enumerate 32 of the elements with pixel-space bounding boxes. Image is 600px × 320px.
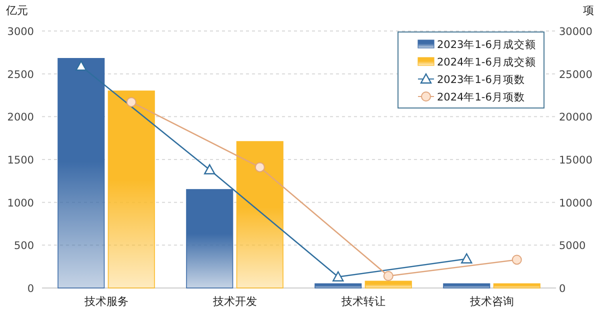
x-tick-label: 技术转让 [340, 295, 386, 308]
bar [314, 283, 362, 288]
y-tick-label: 1500 [7, 154, 34, 166]
bar [493, 283, 540, 288]
y-tick-label: 500 [14, 240, 34, 252]
bar [108, 90, 155, 288]
y-tick-label: 1000 [7, 197, 34, 210]
y2-tick-label: 0 [559, 283, 566, 295]
y-tick-label: 3000 [7, 26, 34, 38]
bar [236, 141, 284, 288]
bar [364, 280, 412, 288]
y2-tick-label: 20000 [559, 112, 592, 124]
legend-label: 2023年1-6月成交额 [437, 38, 536, 51]
y-tick-label: 2500 [7, 68, 34, 81]
x-tick-label: 技术服务 [83, 295, 128, 308]
bar [58, 58, 105, 288]
y2-axis-title: 项 [583, 4, 594, 17]
legend-label: 2023年1-6月项数 [437, 74, 525, 86]
y2-tick-label: 15000 [559, 154, 592, 166]
y-axis-title: 亿元 [5, 4, 28, 17]
x-tick-label: 技术开发 [212, 295, 257, 308]
y-tick-label: 2000 [7, 112, 34, 124]
bar [443, 283, 490, 288]
y2-tick-label: 5000 [559, 240, 586, 252]
y-tick-label: 0 [27, 283, 34, 295]
y2-tick-label: 25000 [559, 68, 592, 81]
y2-tick-label: 30000 [559, 26, 592, 38]
x-tick-label: 技术咨询 [468, 295, 514, 308]
legend-label: 2024年1-6月成交额 [437, 56, 536, 68]
legend-label: 2024年1-6月项数 [437, 92, 525, 104]
y2-tick-label: 10000 [559, 197, 592, 210]
bar [186, 189, 234, 288]
